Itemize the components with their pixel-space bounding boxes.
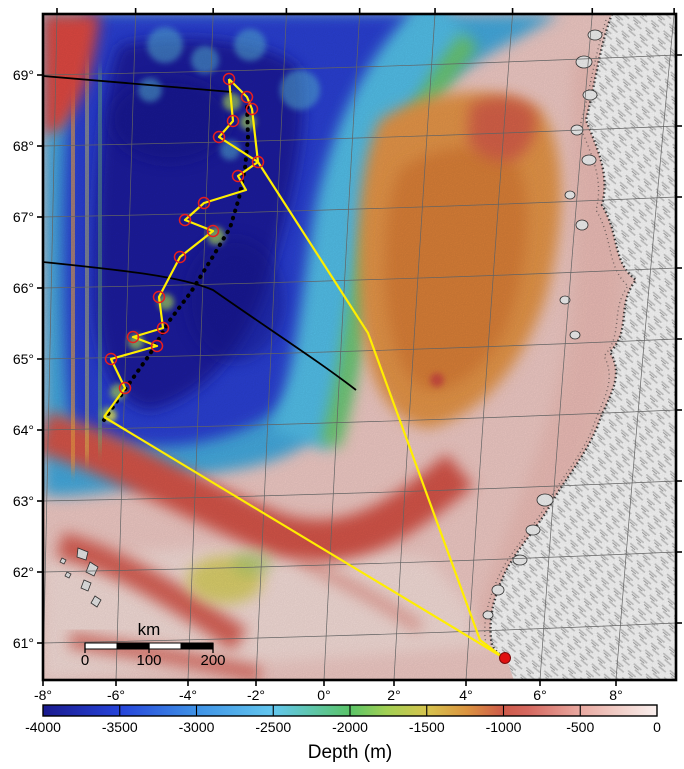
parallel-line <box>43 622 676 644</box>
waypoint-circle <box>150 339 164 353</box>
lat-axis-label: 69° <box>13 67 34 83</box>
lon-axis-label: -4° <box>179 687 197 703</box>
colorbar-tick-label: -4000 <box>25 719 61 735</box>
colorbar-tick-label: -3500 <box>102 719 138 735</box>
lat-axis-label: 64° <box>13 422 34 438</box>
waypoint-circle <box>206 224 220 238</box>
cruise-track-line <box>217 78 259 163</box>
lat-axis-label: 65° <box>13 351 34 367</box>
colorbar-tick-label: -1500 <box>409 719 445 735</box>
cruise-track-line <box>228 78 260 163</box>
map-frame: 69° 68° 67° 66° 65° 64° 63° 62° 61° -8° -6° -4° -2° 0… <box>13 8 682 703</box>
lat-axis-label: 66° <box>13 280 34 296</box>
meridian-line <box>539 14 593 680</box>
black-line-fracture-zone <box>43 261 357 391</box>
cruise-track-line <box>103 416 505 659</box>
cruise-track-line <box>103 161 259 418</box>
lon-axis-label: -8° <box>34 687 52 703</box>
scalebar-segment <box>148 642 182 650</box>
scalebar-segment <box>180 642 214 650</box>
lon-axis-label: -2° <box>247 687 265 703</box>
scalebar-tick-label: 100 <box>136 652 161 669</box>
port-station-dot <box>499 652 511 664</box>
parallel-line <box>43 54 676 76</box>
depth-colorbar: -4000 -3500 -3000 -2500 -2000 -1500 -1000 -500 0 <box>25 704 661 735</box>
lat-axis-label: 63° <box>13 493 34 509</box>
scalebar-segment <box>84 642 118 650</box>
colorbar-tick-label: -1000 <box>486 719 522 735</box>
lat-axis-label: 67° <box>13 209 34 225</box>
ship-track <box>103 72 511 664</box>
colorbar-tick-label: -2000 <box>332 719 368 735</box>
parallel-line <box>43 409 676 431</box>
parallel-line <box>43 196 676 218</box>
black-line-north <box>43 75 233 93</box>
meridian-line <box>323 14 360 680</box>
map-scalebar: 0 100 200 km <box>81 620 226 669</box>
waypoint-circle <box>197 196 211 210</box>
lon-axis-label: 4° <box>459 687 472 703</box>
lon-axis-label: 8° <box>609 687 622 703</box>
waypoint-circle <box>222 72 236 86</box>
waypoint-circle <box>173 250 187 264</box>
waypoint-circle <box>118 381 132 395</box>
ridge-axis-dotted-line <box>102 101 251 422</box>
parallel-line <box>43 338 676 360</box>
waypoint-circle <box>245 102 259 116</box>
tectonic-lines <box>43 75 357 422</box>
meridian-line <box>615 14 675 680</box>
scalebar-tick-label: 200 <box>200 652 225 669</box>
waypoint-circle <box>251 155 265 169</box>
colorbar-tick-label: -500 <box>566 719 594 735</box>
colorbar-tick-label: -3000 <box>179 719 215 735</box>
colorbar-tick-label: 0 <box>653 719 661 735</box>
lon-axis-label: 2° <box>387 687 400 703</box>
lat-axis-label: 62° <box>13 564 34 580</box>
scalebar-unit-label: km <box>138 620 161 639</box>
scalebar-segment <box>116 642 150 650</box>
waypoint-circle <box>226 114 240 128</box>
waypoint-circle <box>178 213 192 227</box>
parallel-line <box>43 267 676 289</box>
waypoint-circle <box>152 290 166 304</box>
meridian-line <box>43 14 58 680</box>
cruise-track-line <box>257 161 505 659</box>
bathymetry-layer <box>43 14 676 680</box>
lon-axis-label: 0° <box>317 687 330 703</box>
waypoint-circle <box>104 352 118 366</box>
colorbar-tick-label: -2500 <box>255 719 291 735</box>
waypoint-circle <box>212 130 226 144</box>
waypoint-circle <box>156 321 170 335</box>
scalebar-tick-label: 0 <box>81 652 89 669</box>
meridian-line <box>393 14 436 680</box>
lat-axis-label: 61° <box>13 635 34 651</box>
parallel-line <box>43 125 676 147</box>
waypoint-circle <box>126 330 140 344</box>
parallel-line <box>43 480 676 502</box>
waypoint-circle <box>231 169 245 183</box>
colorbar-title: Depth (m) <box>308 742 392 763</box>
lon-axis-label: 6° <box>533 687 546 703</box>
lat-axis-label: 68° <box>13 138 34 154</box>
lon-axis-label: -6° <box>107 687 125 703</box>
parallel-line <box>43 551 676 573</box>
waypoint-circle <box>240 90 254 104</box>
meridian-line <box>465 14 513 680</box>
